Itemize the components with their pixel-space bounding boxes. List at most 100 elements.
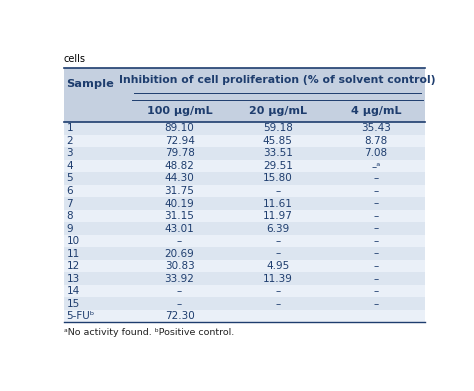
Text: 20.69: 20.69	[164, 249, 194, 258]
Bar	[327, 310, 425, 323]
Text: 40.19: 40.19	[164, 199, 194, 208]
Text: 11: 11	[66, 249, 80, 258]
Text: –: –	[373, 299, 378, 308]
Text: 14: 14	[66, 286, 80, 296]
Bar	[64, 235, 130, 248]
Text: 4.95: 4.95	[266, 261, 290, 271]
Text: 4 μg/mL: 4 μg/mL	[351, 106, 401, 116]
Text: 12: 12	[66, 261, 80, 271]
Bar	[64, 298, 130, 310]
Bar	[327, 147, 425, 160]
Text: 29.51: 29.51	[263, 161, 293, 171]
Bar	[327, 222, 425, 235]
Bar	[130, 185, 228, 197]
Text: 31.15: 31.15	[164, 211, 194, 221]
Text: –: –	[275, 286, 281, 296]
Bar	[64, 122, 130, 135]
Text: Sample: Sample	[66, 79, 115, 89]
Bar	[327, 122, 425, 135]
Text: 7: 7	[66, 199, 73, 208]
Text: 72.94: 72.94	[164, 136, 194, 146]
Bar	[327, 100, 425, 122]
Bar	[130, 298, 228, 310]
Text: 15: 15	[66, 299, 80, 308]
Bar	[130, 135, 228, 147]
Bar	[327, 197, 425, 210]
Text: 48.82: 48.82	[164, 161, 194, 171]
Text: –: –	[177, 299, 182, 308]
Bar	[130, 147, 228, 160]
Text: 11.97: 11.97	[263, 211, 293, 221]
Bar	[327, 285, 425, 298]
Text: –: –	[373, 174, 378, 183]
Text: 45.85: 45.85	[263, 136, 293, 146]
Bar	[130, 100, 228, 122]
Bar	[130, 160, 228, 172]
Text: 6.39: 6.39	[266, 224, 290, 233]
Bar	[228, 147, 327, 160]
Bar	[64, 310, 130, 323]
Bar	[64, 197, 130, 210]
Bar	[327, 248, 425, 260]
Text: 79.78: 79.78	[164, 149, 194, 158]
Bar	[64, 68, 130, 100]
Bar	[130, 235, 228, 248]
Text: –: –	[373, 186, 378, 196]
Bar	[228, 310, 327, 323]
Text: –: –	[373, 211, 378, 221]
Text: –: –	[373, 199, 378, 208]
Bar	[228, 235, 327, 248]
Bar	[327, 160, 425, 172]
Text: 89.10: 89.10	[164, 124, 194, 133]
Bar	[228, 285, 327, 298]
Bar	[327, 260, 425, 273]
Text: 1: 1	[66, 124, 73, 133]
Text: –: –	[275, 249, 281, 258]
Text: 31.75: 31.75	[164, 186, 194, 196]
Bar	[228, 185, 327, 197]
Bar	[130, 285, 228, 298]
Text: 15.80: 15.80	[263, 174, 292, 183]
Bar	[228, 210, 327, 222]
Text: 8: 8	[66, 211, 73, 221]
Bar	[64, 273, 130, 285]
Text: 44.30: 44.30	[164, 174, 194, 183]
Bar	[130, 210, 228, 222]
Bar	[130, 310, 228, 323]
Bar	[64, 210, 130, 222]
Text: 13: 13	[66, 274, 80, 283]
Bar	[228, 222, 327, 235]
Bar	[130, 122, 228, 135]
Bar	[327, 235, 425, 248]
Bar	[64, 260, 130, 273]
Text: 11.39: 11.39	[263, 274, 293, 283]
Text: 11.61: 11.61	[263, 199, 293, 208]
Bar	[130, 172, 228, 185]
Bar	[130, 68, 425, 100]
Text: –: –	[275, 236, 281, 246]
Text: 33.51: 33.51	[263, 149, 293, 158]
Bar	[228, 260, 327, 273]
Text: ᵃNo activity found. ᵇPositive control.: ᵃNo activity found. ᵇPositive control.	[64, 328, 234, 337]
Text: –: –	[373, 249, 378, 258]
Bar	[327, 273, 425, 285]
Bar	[64, 185, 130, 197]
Bar	[228, 100, 327, 122]
Text: 72.30: 72.30	[164, 311, 194, 321]
Text: 4: 4	[66, 161, 73, 171]
Text: –: –	[275, 186, 281, 196]
Bar	[130, 248, 228, 260]
Text: 30.83: 30.83	[164, 261, 194, 271]
Bar	[64, 222, 130, 235]
Text: –: –	[373, 286, 378, 296]
Bar	[130, 222, 228, 235]
Text: 100 μg/mL: 100 μg/mL	[147, 106, 212, 116]
Text: –: –	[275, 299, 281, 308]
Bar	[228, 248, 327, 260]
Bar	[228, 197, 327, 210]
Bar	[130, 197, 228, 210]
Text: 35.43: 35.43	[361, 124, 391, 133]
Bar	[64, 147, 130, 160]
Bar	[64, 160, 130, 172]
Bar	[130, 273, 228, 285]
